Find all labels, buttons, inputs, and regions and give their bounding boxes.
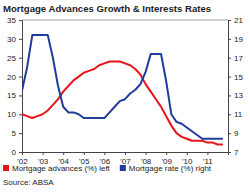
y-tick-mark xyxy=(19,20,22,21)
y-tick-label: 20 xyxy=(7,73,16,82)
y2-tick: 7 xyxy=(228,148,239,157)
y-tick-mark xyxy=(19,77,22,78)
y-tick-label: 0 xyxy=(12,148,17,157)
y-tick-mark xyxy=(19,39,22,40)
y2-tick: 13 xyxy=(228,91,243,100)
y-tick: 5 xyxy=(12,129,22,138)
y-tick-label: 10 xyxy=(7,110,16,119)
y-tick-label: 5 xyxy=(12,129,17,138)
x-tick-mark xyxy=(146,152,147,155)
y2-axis-line xyxy=(229,21,232,153)
y2-tick-mark xyxy=(228,20,231,21)
y2-tick-mark xyxy=(228,39,231,40)
y-tick: 15 xyxy=(7,91,22,100)
x-axis-line xyxy=(23,153,229,156)
y-tick-label: 25 xyxy=(7,54,16,63)
y2-tick-label: 7 xyxy=(234,148,239,157)
chart: Mortgage Advances Growth & Interests Rat… xyxy=(0,0,250,194)
lines xyxy=(22,35,223,144)
y2-tick: 17 xyxy=(228,54,243,63)
y-tick-mark xyxy=(19,133,22,134)
x-tick-mark xyxy=(84,152,85,155)
y2-axis: 7 9 11 13 15 17 19 21 xyxy=(228,16,243,157)
y2-tick-label: 15 xyxy=(234,73,243,82)
y2-tick: 21 xyxy=(228,16,243,25)
y-tick-label: 15 xyxy=(7,91,16,100)
y2-tick-mark xyxy=(228,77,231,78)
y2-tick-label: 13 xyxy=(234,91,243,100)
source: Source: ABSA xyxy=(3,178,54,187)
y2-tick-label: 19 xyxy=(234,35,243,44)
y-axis: 0 5 10 15 20 25 30 35 xyxy=(7,16,22,157)
y-tick: 25 xyxy=(7,54,22,63)
y2-tick: 15 xyxy=(228,73,243,82)
legend-swatch xyxy=(3,165,9,171)
x-tick-mark xyxy=(125,152,126,155)
y2-tick-label: 11 xyxy=(234,110,243,119)
legend: Mortgage advances (%) left Mortgage rate … xyxy=(3,164,212,173)
x-tick-mark xyxy=(207,152,208,155)
y-tick: 0 xyxy=(12,148,22,157)
legend-label: Mortgage rate (%) right xyxy=(129,164,212,173)
y-tick: 20 xyxy=(7,73,22,82)
x-tick-mark xyxy=(43,152,44,155)
y-tick-mark xyxy=(19,58,22,59)
y2-tick: 19 xyxy=(228,35,243,44)
x-tick-mark xyxy=(166,152,167,155)
y2-tick-mark xyxy=(228,114,231,115)
y2-tick: 9 xyxy=(228,129,239,138)
series-line xyxy=(22,35,223,139)
x-tick-mark xyxy=(63,152,64,155)
y-tick-label: 35 xyxy=(7,16,16,25)
y2-tick-mark xyxy=(228,95,231,96)
title: Mortgage Advances Growth & Interests Rat… xyxy=(3,3,211,14)
y2-tick: 11 xyxy=(228,110,243,119)
frame xyxy=(22,20,228,21)
y-tick-mark xyxy=(19,114,22,115)
y-tick: 30 xyxy=(7,35,22,44)
y2-tick-mark xyxy=(228,58,231,59)
y-tick-label: 30 xyxy=(7,35,16,44)
y2-tick-mark xyxy=(228,152,231,153)
x-tick-mark xyxy=(104,152,105,155)
x-tick-mark xyxy=(187,152,188,155)
legend-entry: Mortgage advances (%) left xyxy=(3,164,111,173)
legend-swatch xyxy=(120,165,126,171)
y-axis-line xyxy=(19,21,23,153)
legend-entry: Mortgage rate (%) right xyxy=(120,164,212,173)
legend-label: Mortgage advances (%) left xyxy=(12,164,111,173)
y2-tick-label: 17 xyxy=(234,54,243,63)
y2-tick-label: 21 xyxy=(234,16,243,25)
y2-tick-label: 9 xyxy=(234,129,239,138)
y-tick-mark xyxy=(19,95,22,96)
plot: '02'03'04'05'06'07'08'09'10'110510152025… xyxy=(7,16,243,166)
y2-tick-mark xyxy=(228,133,231,134)
y-tick: 35 xyxy=(7,16,22,25)
y-tick-mark xyxy=(19,152,22,153)
y-tick: 10 xyxy=(7,110,22,119)
